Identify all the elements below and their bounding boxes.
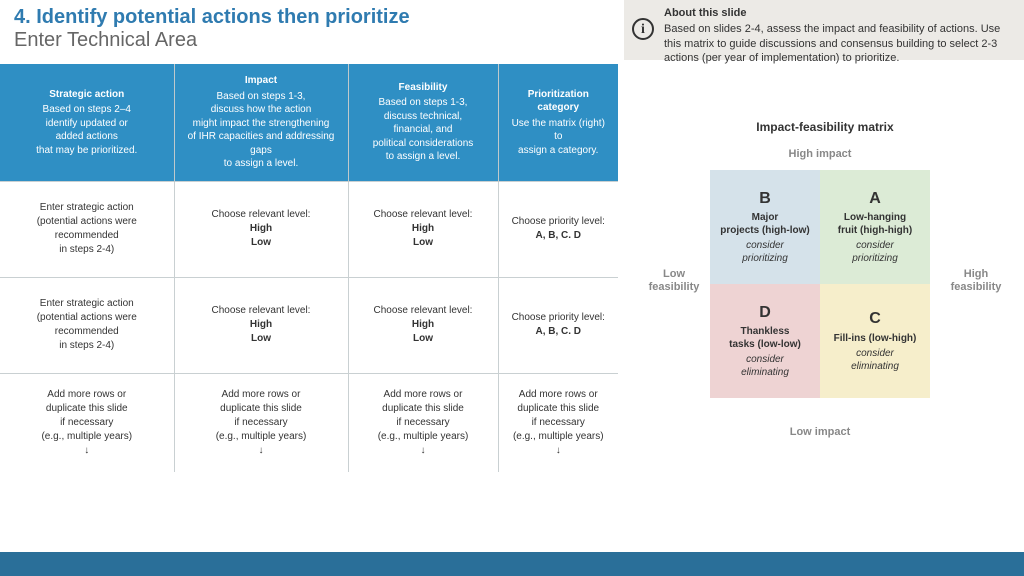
quadrant-b: B Majorprojects (high-low) considerprior… (710, 170, 820, 284)
cell-impact: Choose relevant level:HighLow (174, 277, 348, 373)
cell-strategic: Add more rows orduplicate this slideif n… (0, 373, 174, 472)
cell-feasibility: Choose relevant level:HighLow (348, 277, 498, 373)
matrix-body: High impact Low impact Lowfeasibility Hi… (640, 148, 1010, 438)
quadrant-grid: B Majorprojects (high-low) considerprior… (710, 170, 930, 398)
impact-feasibility-matrix: Impact-feasibility matrix High impact Lo… (640, 120, 1010, 438)
cell-strategic: Enter strategic action(potential actions… (0, 181, 174, 277)
axis-label-left: Lowfeasibility (640, 268, 708, 294)
quadrant-d: D Thanklesstasks (low-low) considerelimi… (710, 284, 820, 398)
col-header-feasibility: FeasibilityBased on steps 1-3,discuss te… (348, 64, 498, 181)
cell-feasibility: Add more rows orduplicate this slideif n… (348, 373, 498, 472)
col-header-category: Prioritization categoryUse the matrix (r… (498, 64, 618, 181)
slide-subtitle: Enter Technical Area (14, 29, 410, 52)
cell-impact: Add more rows orduplicate this slideif n… (174, 373, 348, 472)
cell-strategic: Enter strategic action(potential actions… (0, 277, 174, 373)
matrix-title: Impact-feasibility matrix (640, 120, 1010, 134)
table-row: Add more rows orduplicate this slideif n… (0, 373, 618, 472)
footer-bar (0, 552, 1024, 576)
col-header-strategic: Strategic actionBased on steps 2–4identi… (0, 64, 174, 181)
slide-title: 4. Identify potential actions then prior… (14, 6, 410, 29)
quadrant-c: C Fill-ins (low-high) considereliminatin… (820, 284, 930, 398)
cell-category: Choose priority level:A, B, C. D (498, 277, 618, 373)
about-body: Based on slides 2-4, assess the impact a… (664, 22, 1014, 65)
axis-label-bottom: Low impact (710, 426, 930, 438)
info-icon: i (632, 18, 654, 40)
prioritization-table: Strategic actionBased on steps 2–4identi… (0, 64, 618, 472)
cell-impact: Choose relevant level:HighLow (174, 181, 348, 277)
quadrant-a: A Low-hangingfruit (high-high) considerp… (820, 170, 930, 284)
table-row: Enter strategic action(potential actions… (0, 181, 618, 277)
table-row: Enter strategic action(potential actions… (0, 277, 618, 373)
axis-label-top: High impact (710, 148, 930, 160)
cell-category: Add more rows orduplicate this slideif n… (498, 373, 618, 472)
about-title: About this slide (664, 6, 1014, 20)
about-box: i About this slide Based on slides 2-4, … (624, 0, 1024, 60)
axis-label-right: Highfeasibility (942, 268, 1010, 294)
cell-feasibility: Choose relevant level:HighLow (348, 181, 498, 277)
col-header-impact: ImpactBased on steps 1-3,discuss how the… (174, 64, 348, 181)
slide-header: 4. Identify potential actions then prior… (14, 6, 410, 52)
table-header-row: Strategic actionBased on steps 2–4identi… (0, 64, 618, 181)
cell-category: Choose priority level:A, B, C. D (498, 181, 618, 277)
